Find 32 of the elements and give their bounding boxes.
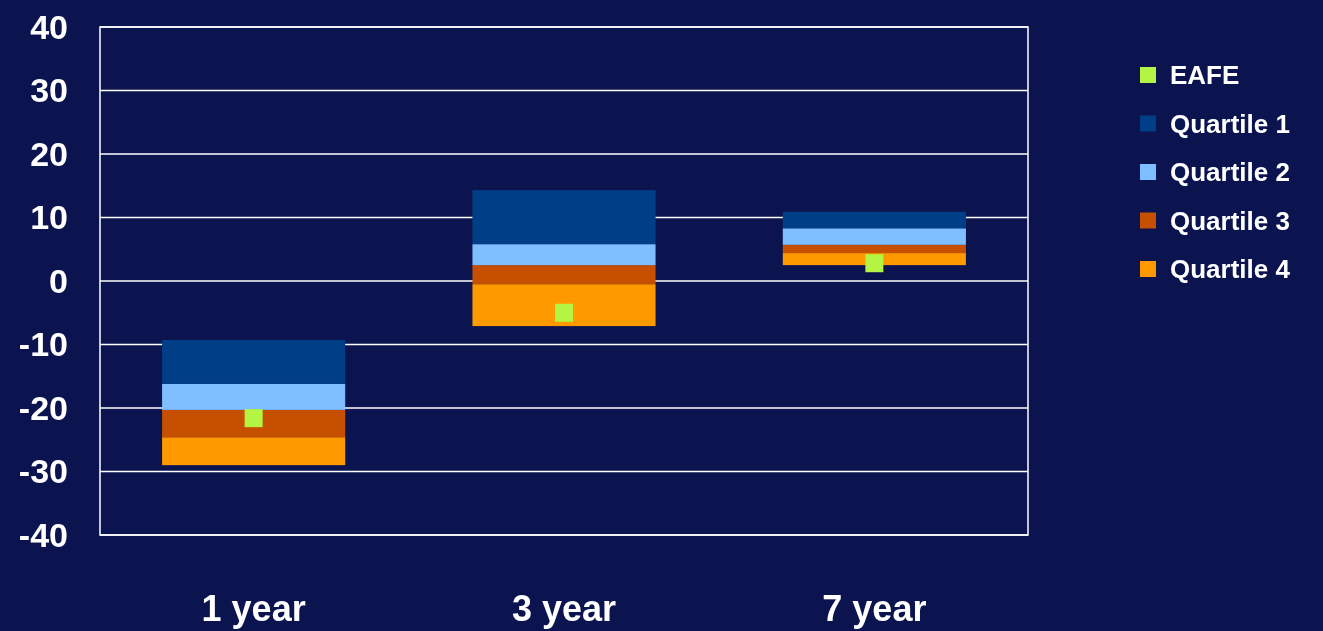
bar — [782, 228, 966, 245]
bar — [162, 383, 346, 410]
x-tick-label: 1 year — [201, 587, 306, 629]
y-tick-label: 40 — [30, 7, 68, 46]
bar — [782, 244, 966, 254]
bar — [162, 340, 346, 384]
legend-label: Quartile 4 — [1170, 254, 1291, 285]
bar — [472, 244, 656, 266]
y-tick-label: 10 — [30, 198, 68, 237]
x-tick-label: 3 year — [511, 587, 617, 629]
y-tick-label: -30 — [18, 452, 68, 491]
y-tick-label: -10 — [18, 325, 68, 364]
bar — [782, 253, 966, 266]
y-tick-label: 30 — [30, 71, 68, 110]
y-tick-label: -40 — [18, 515, 68, 554]
y-tick-label: 0 — [49, 261, 68, 300]
y-tick-label: -20 — [18, 388, 68, 427]
bar — [472, 190, 656, 245]
bar — [782, 211, 966, 229]
legend-label: Quartile 3 — [1170, 205, 1290, 236]
legend-label: EAFE — [1170, 60, 1240, 91]
point — [865, 254, 884, 273]
x-tick-label: 7 year — [822, 587, 927, 629]
bar — [162, 409, 346, 438]
bar — [472, 284, 656, 327]
bar — [162, 437, 346, 466]
bar — [472, 265, 656, 285]
legend-label: Quartile 2 — [1170, 157, 1290, 188]
legend-label: Quartile 1 — [1170, 108, 1290, 139]
point — [555, 303, 573, 322]
point — [244, 409, 263, 428]
y-tick-label: 20 — [30, 134, 68, 173]
